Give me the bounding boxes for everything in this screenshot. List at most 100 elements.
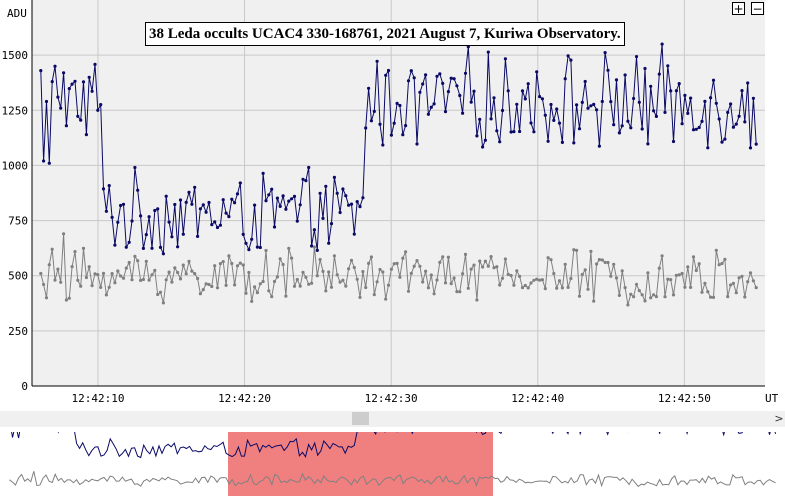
data-point: [421, 82, 425, 86]
data-point: [746, 280, 750, 284]
data-point: [555, 286, 559, 290]
data-point: [654, 114, 659, 118]
overview-navigator[interactable]: [0, 432, 785, 498]
data-point: [213, 220, 217, 224]
plot-area-background: [32, 0, 765, 386]
data-point: [535, 70, 539, 74]
data-point: [711, 295, 716, 299]
series-markers-1: [39, 232, 758, 307]
x-tick-label: 12:42:20: [218, 392, 271, 405]
zoom-out-button[interactable]: −: [751, 2, 764, 16]
data-point: [512, 130, 516, 134]
data-point: [290, 256, 294, 260]
data-point: [629, 292, 633, 296]
data-point: [751, 279, 756, 283]
data-point: [461, 111, 465, 115]
data-point: [207, 200, 211, 205]
data-point: [196, 234, 200, 238]
data-point: [218, 262, 222, 266]
data-point: [546, 139, 550, 143]
scroll-thumb[interactable]: [352, 412, 369, 425]
series-markers-0: [39, 42, 758, 256]
data-point: [235, 192, 240, 196]
data-point: [466, 286, 470, 290]
data-point: [646, 142, 650, 146]
data-point: [754, 142, 758, 146]
data-point: [538, 278, 542, 282]
data-point: [347, 267, 351, 271]
data-point: [492, 266, 496, 270]
data-point: [221, 198, 225, 202]
data-point: [389, 267, 393, 271]
data-point: [575, 248, 579, 252]
data-point: [666, 64, 670, 68]
overview-line-0: [11, 432, 777, 459]
data-point: [691, 255, 696, 259]
data-point: [284, 207, 288, 211]
data-point: [734, 122, 738, 126]
data-point: [170, 280, 174, 284]
zoom-in-button[interactable]: +: [732, 2, 745, 16]
data-point: [401, 256, 405, 260]
data-point: [201, 288, 205, 292]
data-point: [555, 107, 559, 111]
data-point: [247, 248, 251, 252]
overview-selection-window[interactable]: [228, 432, 493, 496]
data-point: [287, 199, 291, 203]
data-point: [677, 82, 681, 86]
overview-series-layer: [9, 432, 777, 488]
data-point: [404, 124, 408, 128]
data-point: [50, 247, 54, 251]
data-point: [290, 197, 294, 201]
data-point: [167, 270, 171, 274]
data-point: [338, 210, 342, 215]
data-point: [506, 272, 510, 276]
data-point: [620, 269, 624, 273]
data-point: [743, 295, 747, 299]
data-point: [586, 287, 590, 291]
data-point: [250, 299, 254, 303]
data-point: [731, 125, 736, 129]
data-point: [56, 95, 60, 99]
data-point: [170, 235, 174, 239]
data-point: [509, 273, 513, 278]
data-point: [386, 68, 391, 73]
data-point: [244, 241, 248, 245]
data-point: [620, 124, 624, 128]
data-point: [669, 278, 673, 282]
data-point: [689, 96, 693, 100]
data-point: [592, 102, 596, 106]
data-point: [358, 205, 362, 209]
data-point: [557, 121, 562, 125]
data-point: [79, 284, 83, 288]
data-point: [529, 121, 533, 125]
data-point: [748, 271, 753, 275]
data-point: [136, 188, 140, 192]
data-point: [372, 293, 376, 297]
data-point: [324, 184, 328, 188]
data-point: [629, 126, 633, 130]
data-point: [230, 197, 234, 201]
data-point: [107, 184, 111, 188]
data-point: [378, 267, 382, 272]
horizontal-scrollbar[interactable]: >: [0, 411, 785, 427]
data-point: [241, 263, 245, 267]
data-point: [67, 296, 71, 300]
data-point: [73, 79, 77, 83]
data-point: [395, 101, 399, 105]
data-point: [161, 252, 165, 256]
data-point: [224, 211, 228, 215]
data-point: [424, 73, 428, 77]
data-point: [201, 203, 205, 207]
data-point: [298, 284, 302, 288]
data-point: [310, 244, 314, 248]
data-point: [515, 102, 519, 106]
data-point: [187, 259, 191, 263]
data-point: [141, 277, 145, 282]
data-point: [523, 97, 527, 101]
data-point: [637, 100, 641, 104]
data-point: [452, 276, 456, 280]
scroll-right-arrow-icon[interactable]: >: [774, 412, 784, 425]
data-point: [292, 194, 297, 198]
data-point: [709, 96, 713, 100]
